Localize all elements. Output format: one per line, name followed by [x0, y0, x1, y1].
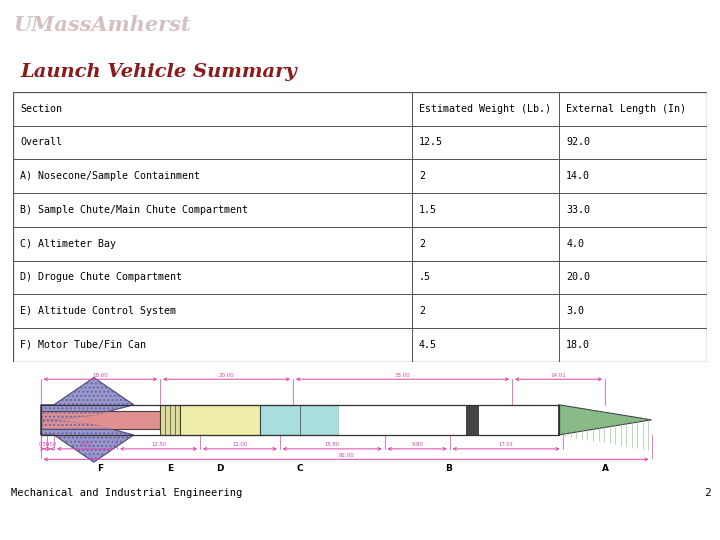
Text: B: B — [446, 464, 452, 473]
Text: A) Nosecone/Sample Containment: A) Nosecone/Sample Containment — [20, 171, 200, 181]
Bar — [13, 328, 707, 362]
Text: 14.0: 14.0 — [566, 171, 590, 181]
Text: 4.0: 4.0 — [566, 239, 584, 249]
Bar — [161, 405, 180, 435]
Text: .5: .5 — [419, 272, 431, 282]
Text: 2: 2 — [419, 239, 425, 249]
Text: B) Sample Chute/Main Chute Compartment: B) Sample Chute/Main Chute Compartment — [20, 205, 248, 215]
Bar — [260, 405, 339, 435]
Text: 20.00: 20.00 — [219, 373, 235, 378]
Text: 33.00: 33.00 — [395, 373, 410, 378]
Text: 18.00: 18.00 — [93, 373, 108, 378]
Text: 33.0: 33.0 — [566, 205, 590, 215]
Text: F: F — [97, 464, 104, 473]
Bar — [41, 411, 161, 429]
Text: 2: 2 — [419, 306, 425, 316]
Text: 9.50: 9.50 — [80, 442, 91, 448]
Text: C) Altimeter Bay: C) Altimeter Bay — [20, 239, 116, 249]
Bar — [13, 294, 707, 328]
Text: C: C — [297, 464, 303, 473]
Text: 17.01: 17.01 — [498, 442, 513, 448]
Bar — [339, 405, 559, 435]
Text: 2: 2 — [419, 171, 425, 181]
Text: 0.50: 0.50 — [45, 442, 56, 448]
Text: D) Drogue Chute Compartment: D) Drogue Chute Compartment — [20, 272, 182, 282]
Text: 9.80: 9.80 — [411, 442, 423, 448]
Text: 1.5: 1.5 — [419, 205, 437, 215]
Text: Estimated Weight (Lb.): Estimated Weight (Lb.) — [419, 104, 551, 114]
Text: 18.0: 18.0 — [566, 340, 590, 350]
Bar — [13, 159, 707, 193]
Text: E: E — [167, 464, 174, 473]
Polygon shape — [41, 377, 134, 420]
Text: 92.0: 92.0 — [566, 137, 590, 147]
Text: A: A — [601, 464, 608, 473]
Polygon shape — [559, 405, 652, 435]
Text: Mechanical and Industrial Engineering: Mechanical and Industrial Engineering — [11, 488, 242, 498]
Text: 3.0: 3.0 — [566, 306, 584, 316]
Text: 92.00: 92.00 — [338, 453, 354, 458]
Bar — [41, 405, 559, 435]
Bar — [13, 260, 707, 294]
Polygon shape — [41, 420, 134, 462]
Text: External Length (In): External Length (In) — [566, 104, 686, 114]
Text: 20.0: 20.0 — [566, 272, 590, 282]
Bar — [13, 193, 707, 227]
Text: 2: 2 — [704, 488, 711, 498]
Text: 4.5: 4.5 — [419, 340, 437, 350]
Text: UMassAmherst: UMassAmherst — [13, 15, 191, 35]
Text: F) Motor Tube/Fin Can: F) Motor Tube/Fin Can — [20, 340, 146, 350]
Text: 0.50: 0.50 — [39, 442, 50, 448]
Text: E) Altitude Control System: E) Altitude Control System — [20, 306, 176, 316]
Text: 12.00: 12.00 — [233, 442, 248, 448]
Bar — [180, 405, 260, 435]
Bar — [466, 405, 479, 435]
Text: Launch Vehicle Summary: Launch Vehicle Summary — [20, 63, 297, 81]
Bar — [13, 92, 707, 125]
Text: 15.80: 15.80 — [325, 442, 340, 448]
Text: D: D — [216, 464, 224, 473]
Text: 12.5: 12.5 — [419, 137, 443, 147]
Text: 12.50: 12.50 — [151, 442, 166, 448]
Text: Overall: Overall — [20, 137, 62, 147]
Bar — [13, 125, 707, 159]
Text: Section: Section — [20, 104, 62, 114]
Bar — [13, 227, 707, 260]
Text: 14.01: 14.01 — [551, 373, 567, 378]
